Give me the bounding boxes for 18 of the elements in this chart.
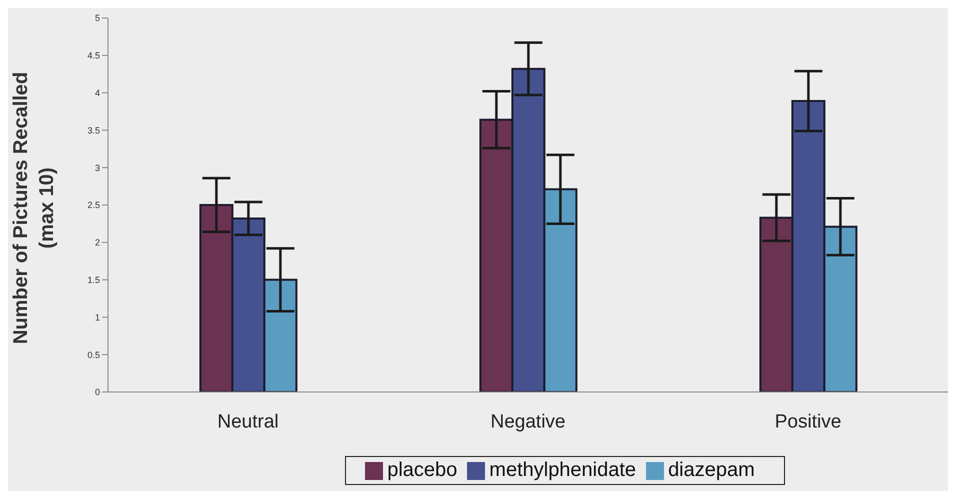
y-tick-label: 2.5 [87, 200, 100, 210]
y-tick-label: 1 [94, 312, 100, 322]
y-tick-label: 0 [94, 387, 100, 398]
x-tick-label: Positive [774, 411, 842, 432]
x-tick-label: Negative [490, 411, 566, 432]
legend-label: diazepam [668, 459, 755, 481]
y-axis-title: Number of Pictures Recalled (max 10) [9, 70, 59, 346]
y-tick-label: 2 [94, 238, 100, 248]
y-tick-label: 3 [94, 162, 100, 173]
y-tick-label: 3.5 [87, 125, 100, 136]
y-tick-label: 0.5 [87, 350, 100, 360]
y-tick-label: 5 [94, 13, 100, 24]
y-tick-label: 4.5 [87, 50, 100, 61]
legend-label: methylphenidate [489, 459, 636, 481]
y-tick-label: 1.5 [87, 274, 100, 285]
x-tick-label: Neutral [217, 411, 279, 432]
legend-label: placebo [387, 459, 458, 481]
y-tick-label: 4 [94, 88, 100, 98]
